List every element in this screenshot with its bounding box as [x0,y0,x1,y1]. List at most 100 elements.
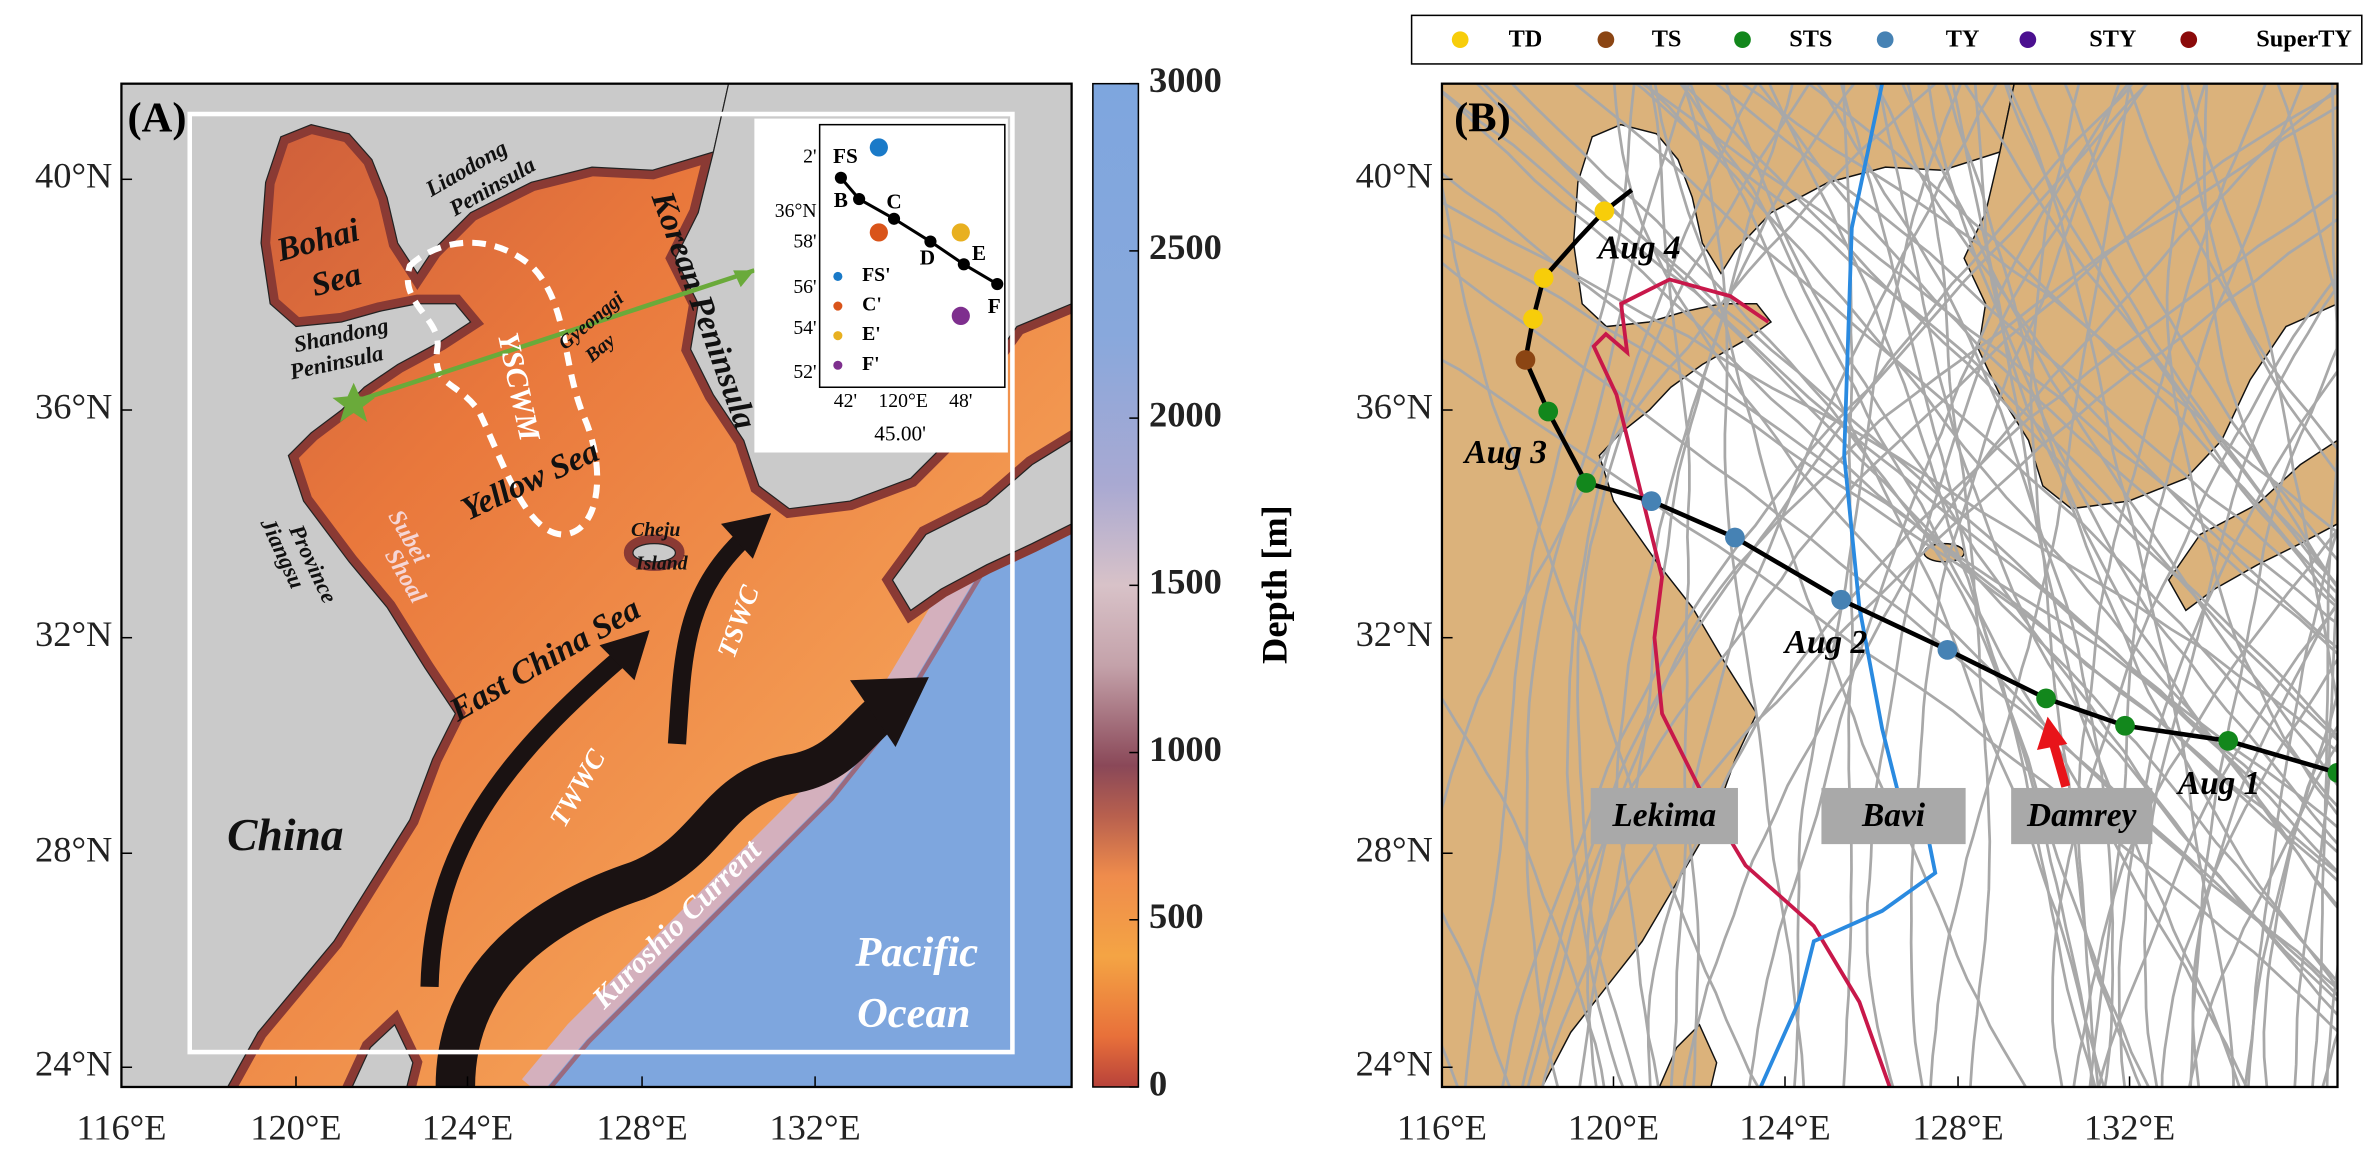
historical-track [2063,83,2338,562]
legend-marker [2019,31,2037,49]
historical-track [1525,83,1691,1087]
inset-legend-label: FS' [862,264,891,286]
historical-track [2097,603,2338,1087]
historical-track [2311,83,2338,1087]
section-line [351,268,756,405]
colorbar-title: Depth [m] [1254,505,1294,664]
x-tick-label: 132°E [769,1107,860,1147]
legend-label: TD [1509,26,1543,53]
tswc-arrow [667,524,758,745]
legend-label: STS [1789,26,1832,53]
historical-track [1463,83,1636,1087]
inset-x-tick-label: 120°E [878,390,928,412]
y-tick-label: 40°N [35,156,112,196]
typhoon-label: Bavi [1861,797,1926,834]
inset-marks: FS B C D E F FS' C' E' F' 2' 36°N 58' 56' 54' 52' 42' 120… [775,138,1004,446]
x-tick-label: 116°E [1397,1107,1487,1147]
historical-track [2051,273,2338,1087]
track-dot [2115,715,2135,736]
historical-track [1713,83,2338,610]
date-label: Aug 2 [1783,624,1868,661]
historical-track [2088,83,2304,1087]
historical-track [2293,559,2338,1087]
legend-marker [1876,31,1894,49]
typhoon-label-box [1590,787,1738,845]
historical-track [1633,83,2338,739]
inset-y-tick-label: 2' [803,146,816,168]
inset-station-label: F [988,294,1001,318]
legend-marker [1597,31,1615,49]
date-label: Aug 3 [1462,434,1547,471]
track-dots [1515,201,2338,783]
y-tick-label: 32°N [1356,614,1433,654]
historical-track [1767,83,2097,1087]
date-label: Aug 1 [2176,765,2261,802]
inset-station-label: D [920,246,935,270]
inset-x-tick-label: 42' [834,390,857,412]
section-arrowhead [733,270,755,288]
track-dot [1576,473,1597,493]
historical-track [2072,527,2338,1087]
historical-track [1682,86,2338,1087]
historical-track [1678,83,2249,1087]
date-label: Aug 4 [1596,229,1681,266]
legend-label: TS [1652,26,1682,53]
inset-station-label: B [834,188,848,212]
historical-track [2186,83,2338,1087]
historical-track [1441,180,1760,1087]
historical-track [2027,83,2338,589]
historical-track [1653,83,2028,1087]
typhoon-label-box [2011,787,2153,845]
damrey-arrow [2049,742,2071,788]
colorbar-tick-label: 2000 [1149,394,1222,434]
kuroshio-arrow [435,685,908,1087]
historical-track [1648,83,1701,1087]
x-tick-label: 124°E [422,1107,513,1147]
y-tick-label: 36°N [1356,386,1433,426]
historical-track [1640,83,2338,626]
colorbar-tick-label: 1500 [1149,562,1222,602]
inset-station-label: FS [833,144,858,168]
inset-station [924,235,937,248]
track-dot [1641,491,1662,511]
map-annotation: China [227,809,343,860]
historical-track [2262,689,2338,1087]
historical-track [1793,83,1963,1087]
inset-float [869,138,888,157]
historical-track [2117,368,2338,1087]
x-tick-label: 128°E [596,1107,687,1147]
inset-y-tick-label: 58' [793,231,816,253]
panel-label: (B) [1454,94,1511,141]
track-dot [2327,762,2338,783]
x-tick-label: 132°E [2084,1107,2175,1147]
panel-a-frame [120,82,1073,1089]
inset-legend-label: F' [862,353,880,375]
damrey-arrowhead [2036,716,2068,751]
historical-track [2202,83,2338,589]
track-dot [1594,201,1615,222]
track-dot [1937,639,1958,660]
y-tick-label: 40°N [1356,156,1433,196]
map-annotation: Island [635,552,689,574]
legend-marker [2180,31,2198,49]
historical-track [2180,83,2338,476]
historical-track [1839,83,2151,1087]
track-dot [1533,268,1554,288]
inset-station [887,212,901,225]
legend-label: STY [2089,26,2137,53]
historical-track [1441,261,2338,998]
y-tick-label: 32°N [35,614,112,654]
historical-track [2160,657,2338,1087]
historical-track [1481,83,2338,985]
x-tick-label: 120°E [1568,1107,1659,1147]
colorbar-tick-label: 3000 [1149,60,1222,100]
inset-float [869,223,888,242]
historical-track [2003,83,2338,606]
inset-station-label: E [972,241,986,265]
legend-marker [1734,31,1751,49]
typhoon-label: Lekima [1611,797,1716,834]
x-tick-label: 116°E [76,1107,166,1147]
